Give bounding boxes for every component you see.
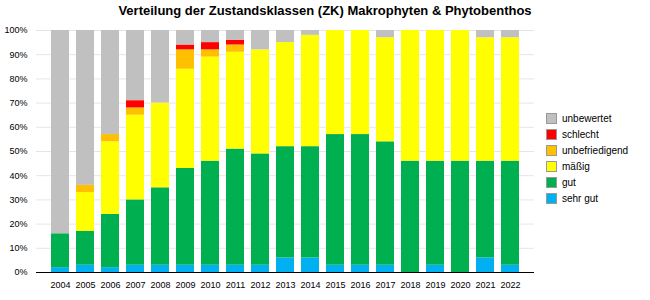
svg-text:2007: 2007 [125,280,145,290]
svg-text:30%: 30% [9,195,27,205]
svg-text:50%: 50% [9,146,27,156]
svg-text:2009: 2009 [175,280,195,290]
svg-text:40%: 40% [9,171,27,181]
html-text:unbewertet: unbewertet [562,112,612,124]
svg-text:20%: 20% [9,219,27,229]
svg-text:2021: 2021 [475,280,495,290]
svg-text:2015: 2015 [325,280,345,290]
svg-text:2022: 2022 [500,280,520,290]
svg-text:2004: 2004 [50,280,70,290]
svg-text:2020: 2020 [450,280,470,290]
svg-text:70%: 70% [9,98,27,108]
svg-text:2010: 2010 [200,280,220,290]
html-text:unbefriedigend: unbefriedigend [562,144,629,156]
svg-text:90%: 90% [9,50,27,60]
svg-text:2012: 2012 [250,280,270,290]
svg-text:2013: 2013 [275,280,295,290]
html-text:sehr gut: sehr gut [562,192,599,204]
svg-text:2017: 2017 [375,280,395,290]
svg-text:2018: 2018 [400,280,420,290]
svg-text:2008: 2008 [150,280,170,290]
html-text:Verteilung der Zustandsklassen: Verteilung der Zustandsklassen (ZK) Makr… [118,3,532,18]
svg-text:2019: 2019 [425,280,445,290]
svg-text:60%: 60% [9,122,27,132]
svg-text:2006: 2006 [100,280,120,290]
svg-text:2011: 2011 [226,280,245,290]
svg-text:80%: 80% [9,74,27,84]
svg-text:2005: 2005 [75,280,95,290]
svg-text:10%: 10% [9,243,27,253]
html-text:gut: gut [562,176,576,188]
svg-text:100%: 100% [4,25,27,35]
svg-text:2016: 2016 [350,280,370,290]
html-text:mäßig: mäßig [562,160,590,172]
html-text:schlecht: schlecht [562,128,599,140]
svg-text:2014: 2014 [300,280,320,290]
svg-text:0%: 0% [14,267,27,277]
